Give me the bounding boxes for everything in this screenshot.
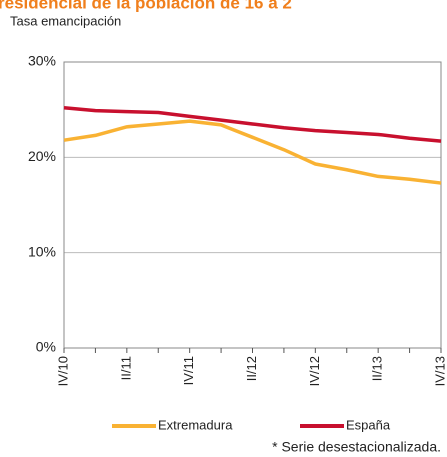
x-tick-label: IV/10 <box>55 356 70 386</box>
y-tick-label: 20% <box>28 148 56 164</box>
x-tick-label: II/13 <box>370 356 385 381</box>
x-tick-label: II/11 <box>118 356 133 380</box>
y-tick-label: 10% <box>28 243 56 259</box>
legend-label: Extremadura <box>158 417 233 432</box>
y-tick-label: 30% <box>28 53 56 69</box>
plot-border <box>63 61 442 349</box>
x-tick-label: IV/11 <box>181 356 196 385</box>
y-tick-label: 0% <box>36 339 56 355</box>
x-tick-label: II/12 <box>244 356 259 381</box>
x-tick-label: IV/12 <box>307 356 322 386</box>
legend-label: España <box>346 417 391 432</box>
series-line <box>63 106 442 143</box>
footnote: * Serie desestacionalizada. <box>272 439 441 455</box>
chart-title: residencial de la población de 16 a 2 <box>0 0 292 12</box>
x-tick-label: IV/13 <box>432 356 447 386</box>
y-axis-label: Tasa emancipación <box>10 13 121 28</box>
series-line <box>63 119 442 185</box>
